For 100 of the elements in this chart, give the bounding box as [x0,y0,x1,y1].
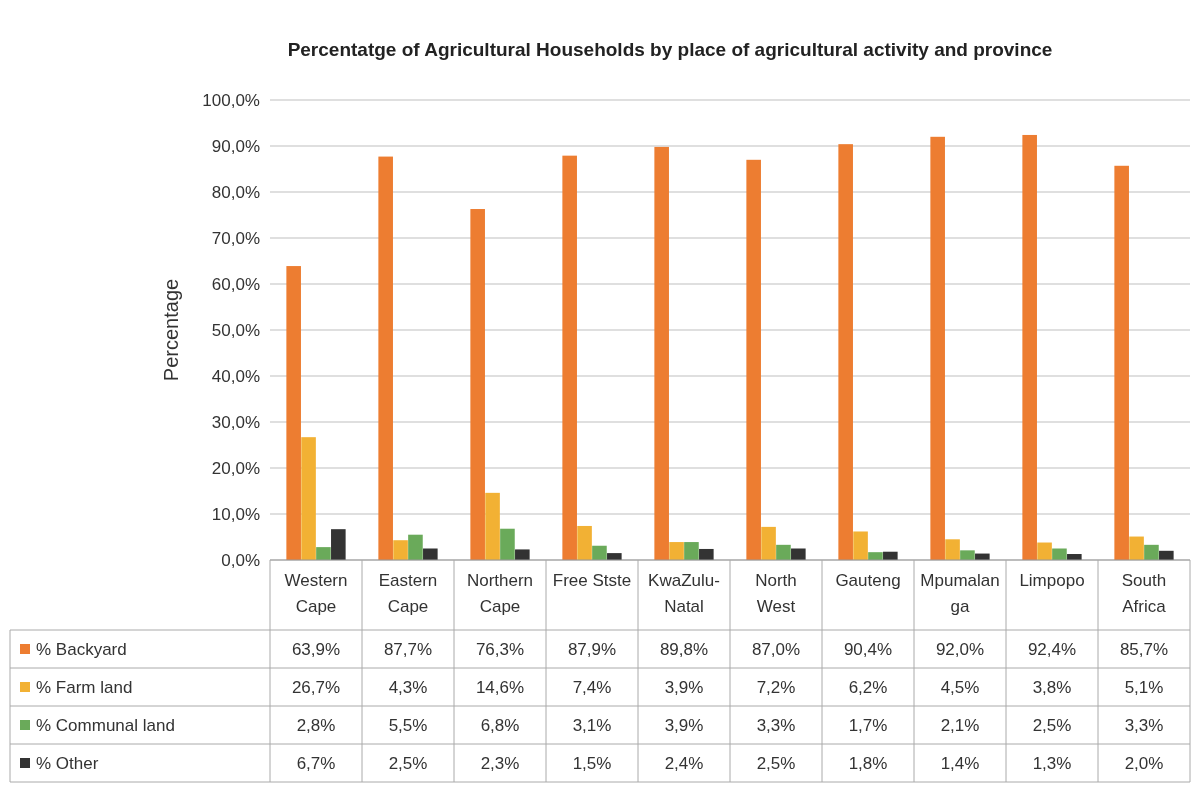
x-tick-label: South Africa [1121,571,1167,616]
bar [1144,544,1159,560]
bar [331,529,346,560]
bar [301,437,316,560]
bar [286,266,301,560]
bar [1114,165,1129,560]
data-label: 7,4% [572,677,612,697]
bar [654,146,669,560]
y-axis-title: Percentage [160,278,182,382]
bar [1129,536,1144,560]
bar [930,136,945,560]
data-label: 4,5% [940,677,980,697]
bar [868,552,883,560]
data-label: 2,3% [480,753,520,773]
data-label: 87,9% [567,639,617,659]
data-label: 1,5% [572,753,612,773]
data-label: 2,4% [664,753,704,773]
data-label: 2,5% [756,753,796,773]
data-label: 87,7% [383,639,433,659]
bar [776,544,791,560]
data-label: 2,8% [296,715,336,735]
data-label: 89,8% [659,639,709,659]
y-tick-label: 30,0% [211,412,260,432]
legend-label: % Communal land [36,715,175,735]
y-tick-label: 10,0% [211,504,260,524]
y-tick-label: 40,0% [211,366,260,386]
data-label: 92,4% [1027,639,1077,659]
data-label: 1,4% [940,753,980,773]
data-label: 63,9% [291,639,341,659]
data-label: 1,3% [1032,753,1072,773]
y-tick-label: 90,0% [211,136,260,156]
bar [592,545,607,560]
data-label: 87,0% [751,639,801,659]
bar [960,550,975,560]
y-tick-label: 100,0% [202,90,260,110]
data-label: 3,3% [1124,715,1164,735]
data-label: 5,1% [1124,677,1164,697]
bar [485,492,500,560]
data-label: 26,7% [291,677,341,697]
x-tick-label: Western Cape [284,571,348,616]
x-tick-label: Gauteng [835,571,901,590]
data-label: 90,4% [843,639,893,659]
data-label: 6,7% [296,753,336,773]
data-label: 1,8% [848,753,888,773]
y-tick-label: 80,0% [211,182,260,202]
x-tick-label: Limpopo [1019,571,1085,590]
data-label: 3,9% [664,715,704,735]
data-label: 14,6% [475,677,525,697]
legend-label: % Farm land [36,677,133,697]
bar [669,542,684,560]
data-label: 2,0% [1124,753,1164,773]
y-tick-label: 70,0% [211,228,260,248]
x-tick-label: Eastern Cape [378,571,438,616]
bar [746,159,761,560]
bar [853,531,868,560]
legend-label: % Other [36,753,99,773]
data-label: 6,2% [848,677,888,697]
bar [515,549,530,560]
bar [838,144,853,560]
bar [1022,134,1037,560]
x-tick-label: North West [755,571,797,616]
bar [1037,542,1052,560]
bar [577,525,592,560]
chart-title: Percentatge of Agricultural Households by place of agricultural activity and province [287,39,1053,60]
data-label: 3,3% [756,715,796,735]
y-tick-label: 0,0% [221,550,260,570]
y-tick-label: 60,0% [211,274,260,294]
data-label: 3,8% [1032,677,1072,697]
x-tick-label: Northern Cape [466,571,534,616]
data-label: 85,7% [1119,639,1169,659]
bar [684,542,699,560]
bar [500,528,515,560]
bar [408,534,423,560]
bar [470,209,485,560]
bar [562,155,577,560]
x-tick-label: Free Stste [552,571,632,590]
data-label: 2,1% [940,715,980,735]
bar [378,156,393,560]
legend-label: % Backyard [36,639,127,659]
data-label: 2,5% [388,753,428,773]
data-label: 4,3% [388,677,428,697]
data-label: 6,8% [480,715,520,735]
data-label: 3,9% [664,677,704,697]
x-tick-label: KwaZulu-Natal [648,571,720,616]
bar [699,548,714,560]
bar [1159,550,1174,560]
bar [316,547,331,560]
data-label: 76,3% [475,639,525,659]
data-label: 5,5% [388,715,428,735]
data-label: 2,5% [1032,715,1072,735]
data-label: 92,0% [935,639,985,659]
bar [393,540,408,560]
bar [945,539,960,560]
y-tick-label: 50,0% [211,320,260,340]
x-tick-label: Mpumalanga [920,571,1000,616]
data-label: 3,1% [572,715,612,735]
data-label: 7,2% [756,677,796,697]
y-tick-label: 20,0% [211,458,260,478]
bar [761,526,776,560]
data-label: 1,7% [848,715,888,735]
